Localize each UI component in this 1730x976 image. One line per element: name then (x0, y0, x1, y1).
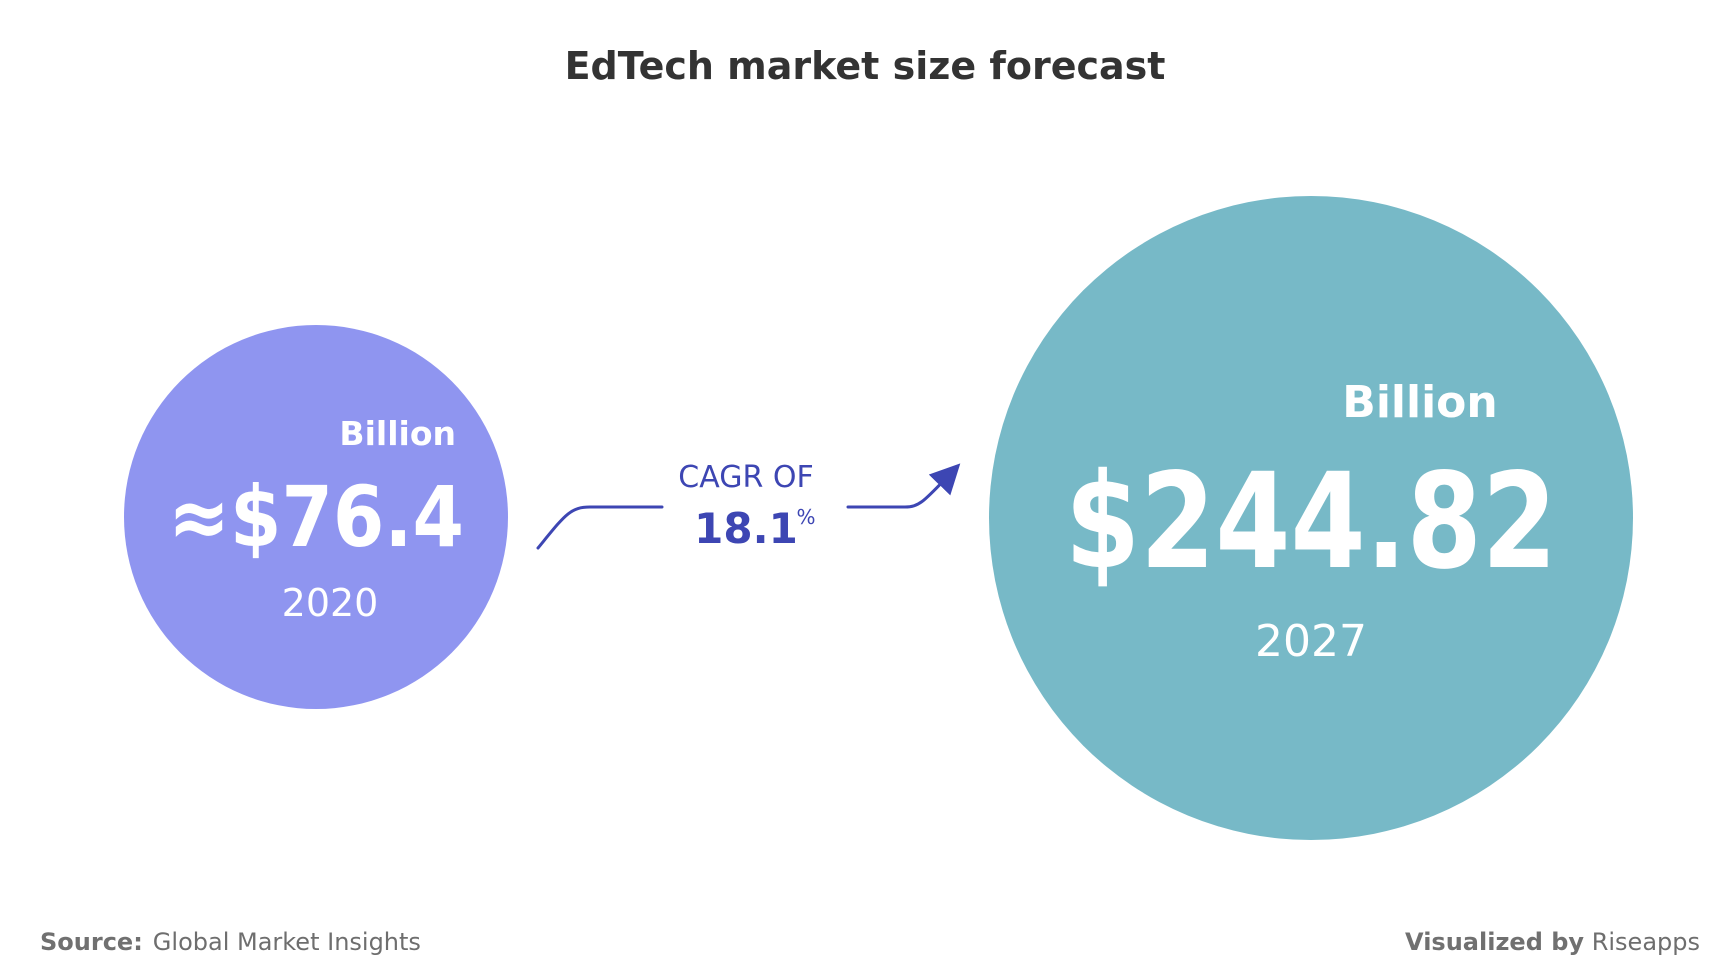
bubble-2027-year-label: 2027 (1255, 616, 1367, 667)
source-label: Source: (40, 928, 143, 956)
cagr-value: 18.1 (694, 504, 798, 553)
source-credit: Source: Global Market Insights (40, 928, 421, 956)
visualized-by-value: Riseapps (1591, 928, 1700, 956)
bubble-2020-value-label: ≈$76.4 (168, 468, 464, 566)
bubble-2020 (124, 325, 508, 709)
bubble-2020-unit-label: Billion (339, 414, 456, 453)
bubble-2027-unit-label: Billion (1342, 377, 1497, 428)
chart-title: EdTech market size forecast (564, 44, 1166, 88)
cagr-arrow-left-curve (536, 505, 664, 550)
cagr-arrow-right-curve (846, 463, 961, 509)
cagr-label: CAGR OF (678, 460, 813, 495)
visualized-by-credit: Visualized by Riseapps (1405, 928, 1700, 956)
visualized-by-label: Visualized by (1405, 928, 1585, 956)
bubble-2020-year-label: 2020 (282, 581, 379, 625)
bubble-2027 (989, 196, 1633, 840)
source-value: Global Market Insights (152, 928, 421, 956)
cagr-unit: % (796, 505, 815, 529)
bubble-2027-value-label: $244.82 (1065, 445, 1557, 599)
